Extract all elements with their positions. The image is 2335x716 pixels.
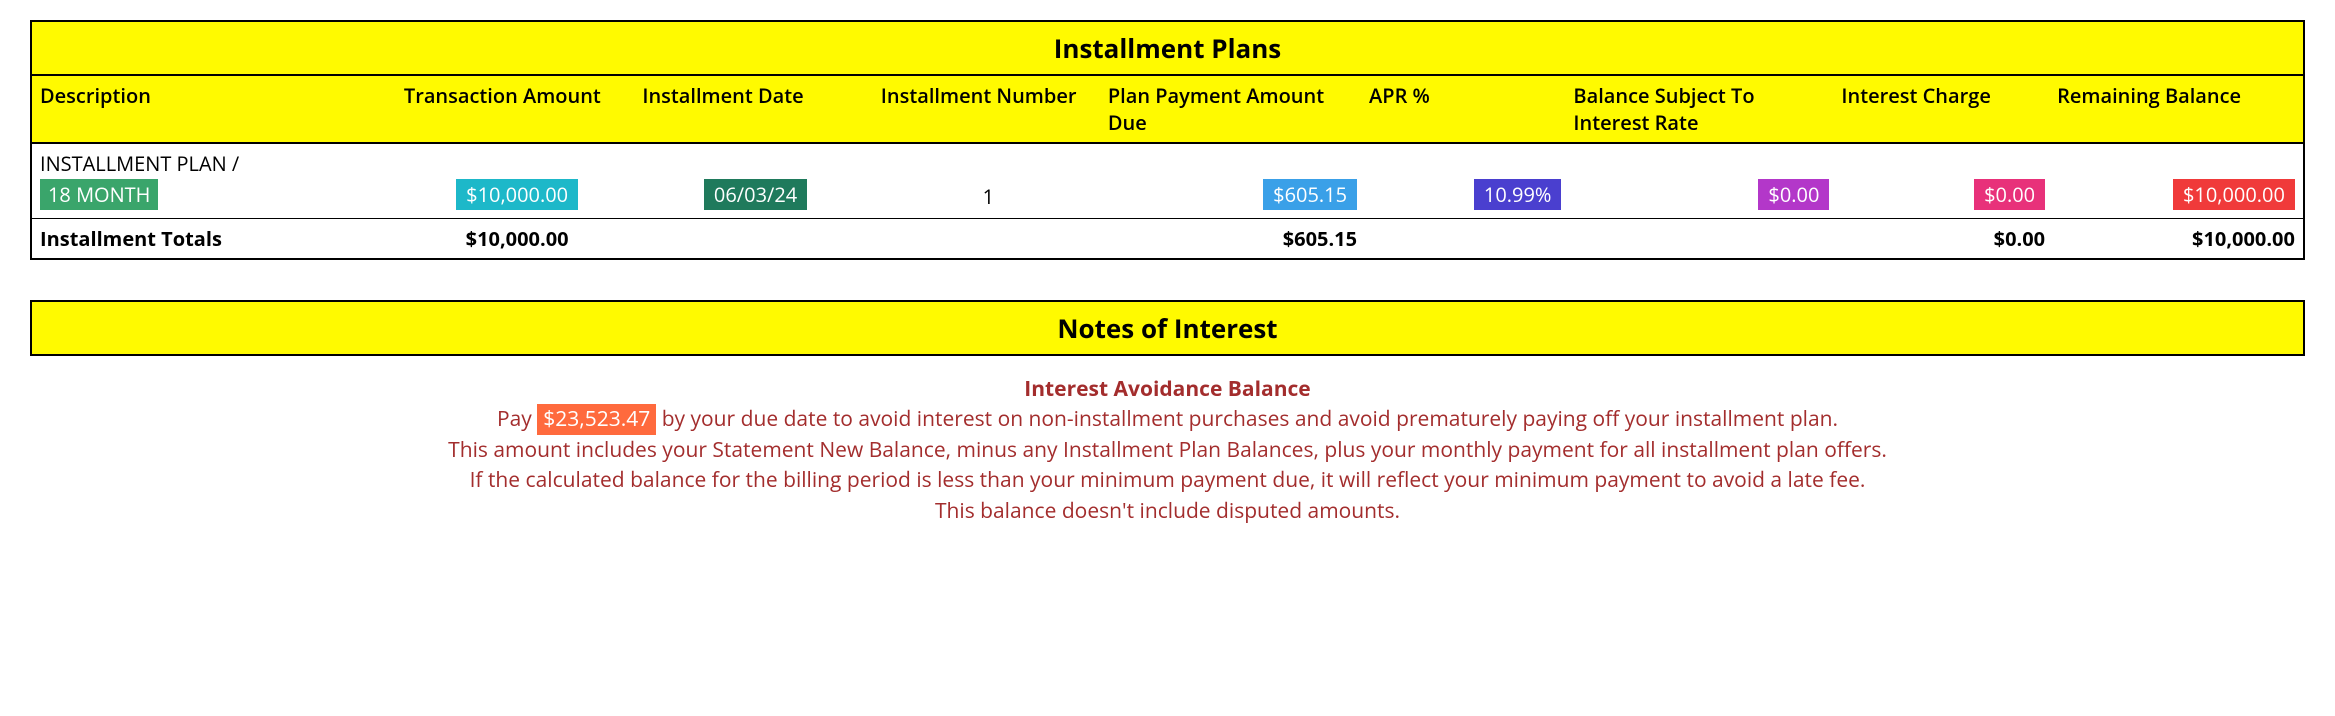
notes-title: Notes of Interest — [32, 302, 2303, 354]
cell-due: $605.15 — [1104, 144, 1365, 218]
notes-line3: If the calculated balance for the billin… — [30, 465, 2305, 495]
table-totals-row: Installment Totals $10,000.00 $605.15 $0… — [32, 218, 2303, 258]
transaction-highlight: $10,000.00 — [456, 179, 578, 210]
totals-remaining: $10,000.00 — [2053, 219, 2303, 258]
header-apr: APR % — [1365, 76, 1569, 142]
balance-highlight: $0.00 — [1758, 179, 1829, 210]
notes-line1: Pay $23,523.47 by your due date to avoid… — [30, 404, 2305, 434]
header-interest: Interest Charge — [1837, 76, 2053, 142]
notes-line4: This balance doesn't include disputed am… — [30, 496, 2305, 526]
pay-prefix: Pay — [497, 405, 537, 433]
notes-section: Notes of Interest — [30, 300, 2305, 356]
cell-remaining: $10,000.00 — [2053, 144, 2303, 218]
cell-transaction: $10,000.00 — [400, 144, 638, 218]
cell-apr: 10.99% — [1365, 144, 1569, 218]
cell-date: 06/03/24 — [638, 144, 876, 218]
header-due: Plan Payment Amount Due — [1104, 76, 1365, 142]
interest-highlight: $0.00 — [1974, 179, 2045, 210]
desc-line1: INSTALLMENT PLAN / — [40, 150, 392, 177]
totals-apr — [1365, 219, 1569, 258]
notes-body: Interest Avoidance Balance Pay $23,523.4… — [30, 374, 2305, 526]
totals-due: $605.15 — [1104, 219, 1365, 258]
cell-balance: $0.00 — [1569, 144, 1837, 218]
cell-description: INSTALLMENT PLAN / 18 MONTH — [32, 144, 400, 218]
desc-line2-highlight: 18 MONTH — [40, 179, 158, 210]
apr-highlight: 10.99% — [1474, 179, 1562, 210]
notes-line2: This amount includes your Statement New … — [30, 435, 2305, 465]
installment-title: Installment Plans — [32, 22, 2303, 76]
pay-amount-highlight: $23,523.47 — [537, 404, 656, 434]
totals-label: Installment Totals — [32, 219, 400, 258]
table-header-row: Description Transaction Amount Installme… — [32, 76, 2303, 144]
header-transaction: Transaction Amount — [400, 76, 638, 142]
header-balance: Balance Subject To Interest Rate — [1569, 76, 1837, 142]
installment-plans-table: Installment Plans Description Transactio… — [30, 20, 2305, 260]
date-highlight: 06/03/24 — [704, 179, 807, 210]
cell-interest: $0.00 — [1837, 144, 2053, 218]
totals-date — [638, 219, 876, 258]
totals-balance — [1569, 219, 1837, 258]
totals-transaction: $10,000.00 — [400, 219, 638, 258]
totals-interest: $0.00 — [1837, 219, 2053, 258]
header-date: Installment Date — [638, 76, 876, 142]
remaining-highlight: $10,000.00 — [2173, 179, 2295, 210]
notes-subtitle: Interest Avoidance Balance — [30, 374, 2305, 404]
table-row: INSTALLMENT PLAN / 18 MONTH $10,000.00 0… — [32, 144, 2303, 218]
due-highlight: $605.15 — [1263, 179, 1357, 210]
totals-number — [877, 219, 1104, 258]
header-remaining: Remaining Balance — [2053, 76, 2303, 142]
pay-suffix: by your due date to avoid interest on no… — [656, 405, 1838, 433]
header-number: Installment Number — [877, 76, 1104, 142]
cell-number: 1 — [877, 144, 1104, 218]
header-description: Description — [32, 76, 400, 142]
